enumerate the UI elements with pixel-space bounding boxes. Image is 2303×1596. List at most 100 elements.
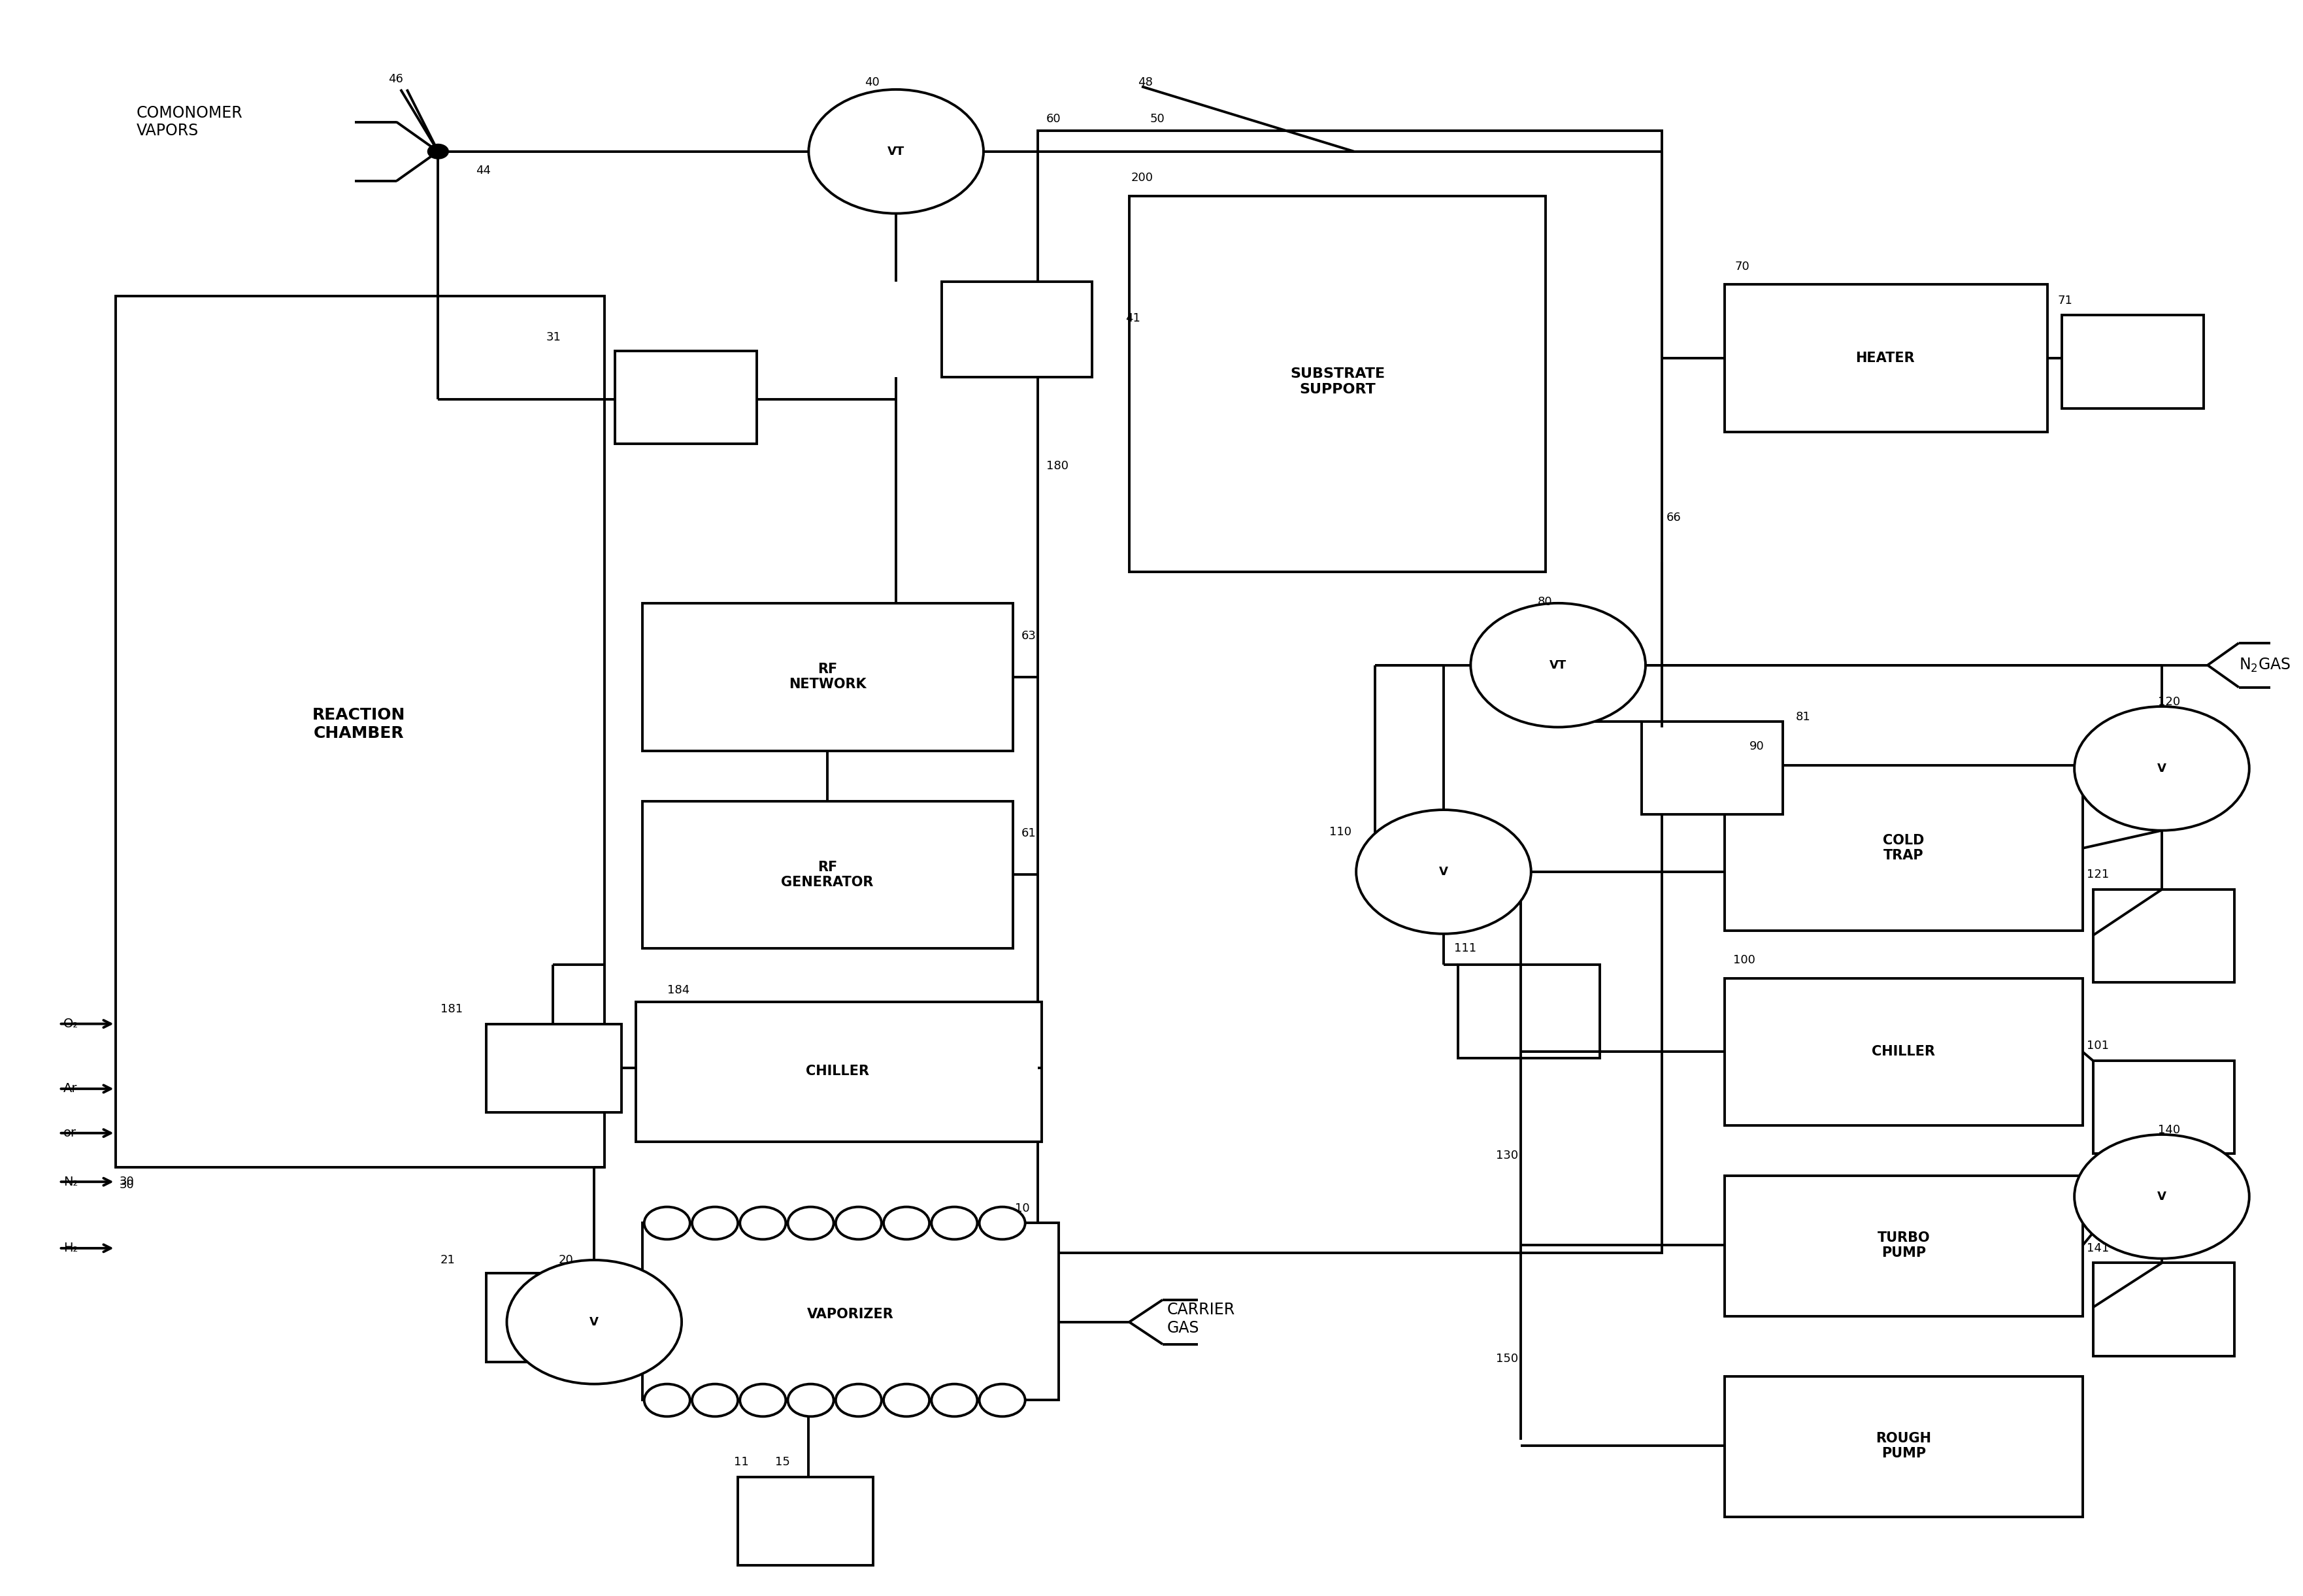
Text: H₂: H₂ xyxy=(64,1242,78,1254)
Bar xyxy=(2093,1061,2234,1154)
Text: 130: 130 xyxy=(1495,1149,1518,1162)
Text: 71: 71 xyxy=(2057,295,2073,306)
Text: or: or xyxy=(64,1127,76,1140)
Text: COMONOMER
VAPORS: COMONOMER VAPORS xyxy=(136,105,242,139)
Text: 70: 70 xyxy=(1734,260,1750,273)
Circle shape xyxy=(645,1384,691,1417)
Circle shape xyxy=(788,1207,834,1240)
Text: 30: 30 xyxy=(120,1176,134,1187)
Text: 61: 61 xyxy=(1020,828,1036,839)
Text: HEATER: HEATER xyxy=(1856,351,1914,364)
Circle shape xyxy=(788,1384,834,1417)
Bar xyxy=(1039,131,1663,1253)
Text: 50: 50 xyxy=(1149,113,1165,124)
Text: 150: 150 xyxy=(1495,1353,1518,1365)
Text: 81: 81 xyxy=(1796,710,1810,723)
Text: CHILLER: CHILLER xyxy=(1872,1045,1935,1058)
Text: 15: 15 xyxy=(776,1457,790,1468)
Text: V: V xyxy=(2158,763,2167,774)
Text: 40: 40 xyxy=(866,77,880,88)
Bar xyxy=(737,1476,873,1566)
Text: 101: 101 xyxy=(2087,1041,2110,1052)
Circle shape xyxy=(884,1384,930,1417)
Text: 46: 46 xyxy=(389,73,403,85)
Text: 30: 30 xyxy=(120,1179,134,1191)
Text: 10: 10 xyxy=(1016,1202,1029,1215)
Text: 140: 140 xyxy=(2158,1124,2181,1136)
Bar xyxy=(643,1223,1059,1400)
Text: 141: 141 xyxy=(2087,1242,2110,1254)
Circle shape xyxy=(739,1207,785,1240)
Bar xyxy=(115,297,606,1167)
Text: 200: 200 xyxy=(1131,172,1154,184)
Text: 180: 180 xyxy=(1046,460,1069,472)
Text: 48: 48 xyxy=(1138,77,1152,88)
Circle shape xyxy=(428,144,449,160)
Text: 20: 20 xyxy=(560,1254,573,1266)
Text: VAPORIZER: VAPORIZER xyxy=(806,1309,894,1321)
Text: 111: 111 xyxy=(1453,943,1476,954)
Bar xyxy=(1642,721,1783,814)
Text: O₂: O₂ xyxy=(64,1018,78,1029)
Text: 90: 90 xyxy=(1750,741,1764,752)
Circle shape xyxy=(836,1207,882,1240)
Text: REACTION
CHAMBER: REACTION CHAMBER xyxy=(313,707,405,741)
Circle shape xyxy=(1472,603,1647,728)
Text: 60: 60 xyxy=(1046,113,1062,124)
Text: 63: 63 xyxy=(1020,630,1036,642)
Circle shape xyxy=(693,1384,737,1417)
Circle shape xyxy=(739,1384,785,1417)
Bar xyxy=(1458,966,1601,1058)
Bar xyxy=(1725,284,2047,433)
Text: N$_2$GAS: N$_2$GAS xyxy=(2239,656,2291,674)
Bar xyxy=(486,1025,622,1112)
Text: 184: 184 xyxy=(668,985,689,996)
Text: VT: VT xyxy=(1550,659,1566,670)
Bar xyxy=(1725,1377,2082,1516)
Text: 120: 120 xyxy=(2158,696,2181,709)
Bar xyxy=(486,1274,622,1361)
Text: 100: 100 xyxy=(1732,954,1755,966)
Text: Ar: Ar xyxy=(64,1082,78,1095)
Text: V: V xyxy=(2158,1191,2167,1202)
Circle shape xyxy=(693,1207,737,1240)
Text: 181: 181 xyxy=(440,1004,463,1015)
Bar xyxy=(1725,766,2082,930)
Bar xyxy=(2093,889,2234,983)
Bar xyxy=(1725,1176,2082,1317)
Bar xyxy=(615,351,758,444)
Circle shape xyxy=(808,89,983,214)
Circle shape xyxy=(645,1207,691,1240)
Text: 44: 44 xyxy=(474,164,491,177)
Text: CHILLER: CHILLER xyxy=(806,1065,871,1077)
Circle shape xyxy=(507,1259,682,1384)
Text: COLD
TRAP: COLD TRAP xyxy=(1884,835,1925,862)
Bar xyxy=(643,603,1013,750)
Bar xyxy=(643,801,1013,948)
Text: SUBSTRATE
SUPPORT: SUBSTRATE SUPPORT xyxy=(1290,367,1384,396)
Circle shape xyxy=(2075,707,2250,830)
Text: CARRIER
GAS: CARRIER GAS xyxy=(1168,1302,1234,1336)
Text: RF
NETWORK: RF NETWORK xyxy=(788,662,866,691)
Text: VT: VT xyxy=(887,145,905,158)
Circle shape xyxy=(979,1207,1025,1240)
Text: 66: 66 xyxy=(1667,512,1681,523)
Circle shape xyxy=(930,1384,976,1417)
Circle shape xyxy=(979,1384,1025,1417)
Text: 11: 11 xyxy=(735,1457,748,1468)
Circle shape xyxy=(1356,809,1531,934)
Circle shape xyxy=(836,1384,882,1417)
Text: 121: 121 xyxy=(2087,868,2110,881)
Text: 21: 21 xyxy=(440,1254,456,1266)
Text: 110: 110 xyxy=(1329,827,1352,838)
Text: 41: 41 xyxy=(1126,313,1140,324)
Bar xyxy=(2093,1262,2234,1357)
Text: V: V xyxy=(1439,867,1449,878)
Text: 31: 31 xyxy=(546,332,562,343)
Circle shape xyxy=(884,1207,930,1240)
Text: TURBO
PUMP: TURBO PUMP xyxy=(1877,1231,1930,1259)
Bar xyxy=(1725,978,2082,1125)
Text: ROUGH
PUMP: ROUGH PUMP xyxy=(1877,1432,1932,1460)
Text: V: V xyxy=(590,1317,599,1328)
Text: RF
GENERATOR: RF GENERATOR xyxy=(781,860,873,889)
